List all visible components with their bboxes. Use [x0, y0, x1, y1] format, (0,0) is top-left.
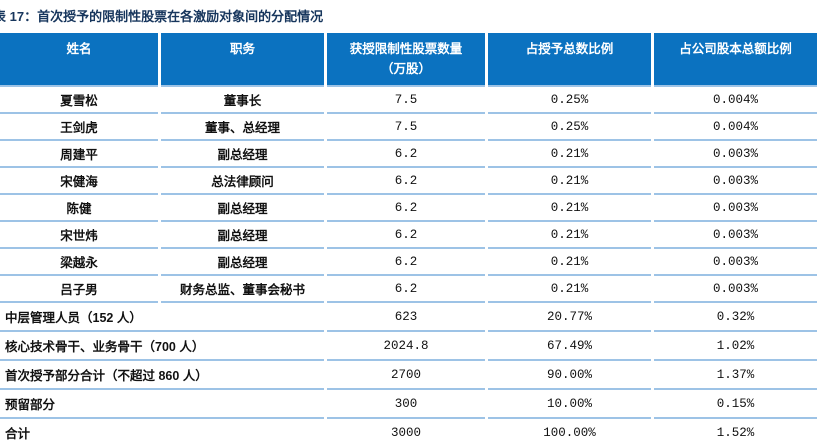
total-row: 合计 3000 100.00% 1.52%: [0, 419, 817, 443]
cell-pct-capital: 0.004%: [654, 87, 817, 114]
summary-row: 核心技术骨干、业务骨干（700 人） 2024.8 67.49% 1.02%: [0, 332, 817, 361]
cell-pct-capital: 0.004%: [654, 114, 817, 141]
header-position-label: 职务: [229, 42, 255, 56]
cell-pct-capital: 0.003%: [654, 276, 817, 303]
cell-shares: 6.2: [327, 141, 485, 168]
cell-name: 王剑虎: [0, 114, 158, 141]
table-row: 陈健 副总经理 6.2 0.21% 0.003%: [0, 195, 817, 222]
cell-position: 副总经理: [161, 249, 324, 276]
header-position: 职务: [161, 33, 324, 87]
cell-shares: 2700: [327, 361, 485, 390]
cell-shares: 6.2: [327, 222, 485, 249]
header-row: 姓名 职务 获授限制性股票数量 （万股） 占授予总数比例 占公司股本总额比例: [0, 33, 817, 87]
cell-pct-capital: 0.003%: [654, 222, 817, 249]
cell-shares: 6.2: [327, 249, 485, 276]
cell-shares: 2024.8: [327, 332, 485, 361]
cell-name: 宋健海: [0, 168, 158, 195]
header-name: 姓名: [0, 33, 158, 87]
header-shares-line2: （万股）: [380, 62, 431, 76]
cell-name: 梁越永: [0, 249, 158, 276]
cell-pct-grant: 0.25%: [488, 87, 651, 114]
cell-pct-grant: 0.21%: [488, 141, 651, 168]
cell-pct-grant: 0.21%: [488, 276, 651, 303]
cell-pct-grant: 100.00%: [488, 419, 651, 443]
cell-pct-grant: 0.21%: [488, 249, 651, 276]
cell-pct-grant: 20.77%: [488, 303, 651, 332]
summary-row: 首次授予部分合计（不超过 860 人） 2700 90.00% 1.37%: [0, 361, 817, 390]
cell-shares: 623: [327, 303, 485, 332]
header-pct-grant-label: 占授予总数比例: [525, 42, 614, 56]
cell-shares: 300: [327, 390, 485, 419]
cell-name: 宋世炜: [0, 222, 158, 249]
cell-pct-capital: 0.003%: [654, 249, 817, 276]
cell-name: 周建平: [0, 141, 158, 168]
cell-name: 陈健: [0, 195, 158, 222]
header-shares-line1: 获授限制性股票数量: [349, 42, 463, 56]
cell-shares: 7.5: [327, 114, 485, 141]
summary-row: 预留部分 300 10.00% 0.15%: [0, 390, 817, 419]
cell-pct-capital: 1.52%: [654, 419, 817, 443]
cell-summary-label: 合计: [0, 419, 324, 443]
cell-pct-grant: 0.25%: [488, 114, 651, 141]
cell-name: 吕子男: [0, 276, 158, 303]
cell-pct-capital: 0.15%: [654, 390, 817, 419]
header-pct-capital: 占公司股本总额比例: [654, 33, 817, 87]
cell-shares: 3000: [327, 419, 485, 443]
table-body: 夏雪松 董事长 7.5 0.25% 0.004% 王剑虎 董事、总经理 7.5 …: [0, 87, 817, 443]
header-name-label: 姓名: [66, 42, 92, 56]
cell-pct-capital: 1.02%: [654, 332, 817, 361]
cell-pct-grant: 0.21%: [488, 195, 651, 222]
cell-pct-capital: 0.003%: [654, 195, 817, 222]
cell-pct-capital: 1.37%: [654, 361, 817, 390]
cell-position: 董事、总经理: [161, 114, 324, 141]
cell-shares: 7.5: [327, 87, 485, 114]
grant-allocation-table: 姓名 职务 获授限制性股票数量 （万股） 占授予总数比例 占公司股本总额比例 夏…: [0, 33, 817, 443]
cell-pct-capital: 0.003%: [654, 141, 817, 168]
cell-pct-grant: 67.49%: [488, 332, 651, 361]
cell-position: 总法律顾问: [161, 168, 324, 195]
cell-summary-label: 首次授予部分合计（不超过 860 人）: [0, 361, 324, 390]
summary-row: 中层管理人员（152 人） 623 20.77% 0.32%: [0, 303, 817, 332]
table-row: 夏雪松 董事长 7.5 0.25% 0.004%: [0, 87, 817, 114]
header-pct-capital-label: 占公司股本总额比例: [679, 42, 792, 56]
table-row: 王剑虎 董事、总经理 7.5 0.25% 0.004%: [0, 114, 817, 141]
cell-position: 副总经理: [161, 222, 324, 249]
table-row: 周建平 副总经理 6.2 0.21% 0.003%: [0, 141, 817, 168]
cell-shares: 6.2: [327, 276, 485, 303]
table-row: 宋健海 总法律顾问 6.2 0.21% 0.003%: [0, 168, 817, 195]
table-row: 吕子男 财务总监、董事会秘书 6.2 0.21% 0.003%: [0, 276, 817, 303]
cell-summary-label: 预留部分: [0, 390, 324, 419]
cell-position: 董事长: [161, 87, 324, 114]
cell-pct-grant: 0.21%: [488, 168, 651, 195]
cell-name: 夏雪松: [0, 87, 158, 114]
cell-summary-label: 核心技术骨干、业务骨干（700 人）: [0, 332, 324, 361]
cell-shares: 6.2: [327, 195, 485, 222]
cell-position: 财务总监、董事会秘书: [161, 276, 324, 303]
table-title: 表 17：首次授予的限制性股票在各激励对象间的分配情况: [0, 9, 324, 24]
table-row: 梁越永 副总经理 6.2 0.21% 0.003%: [0, 249, 817, 276]
header-pct-grant: 占授予总数比例: [488, 33, 651, 87]
header-shares: 获授限制性股票数量 （万股）: [327, 33, 485, 87]
cell-pct-grant: 90.00%: [488, 361, 651, 390]
cell-shares: 6.2: [327, 168, 485, 195]
cell-pct-grant: 0.21%: [488, 222, 651, 249]
cell-position: 副总经理: [161, 195, 324, 222]
report-table-page: 表 17：首次授予的限制性股票在各激励对象间的分配情况 姓名 职务 获授限制性股…: [0, 8, 817, 443]
cell-position: 副总经理: [161, 141, 324, 168]
table-header: 姓名 职务 获授限制性股票数量 （万股） 占授予总数比例 占公司股本总额比例: [0, 33, 817, 87]
cell-pct-capital: 0.32%: [654, 303, 817, 332]
cell-pct-capital: 0.003%: [654, 168, 817, 195]
cell-pct-grant: 10.00%: [488, 390, 651, 419]
table-row: 宋世炜 副总经理 6.2 0.21% 0.003%: [0, 222, 817, 249]
cell-summary-label: 中层管理人员（152 人）: [0, 303, 324, 332]
